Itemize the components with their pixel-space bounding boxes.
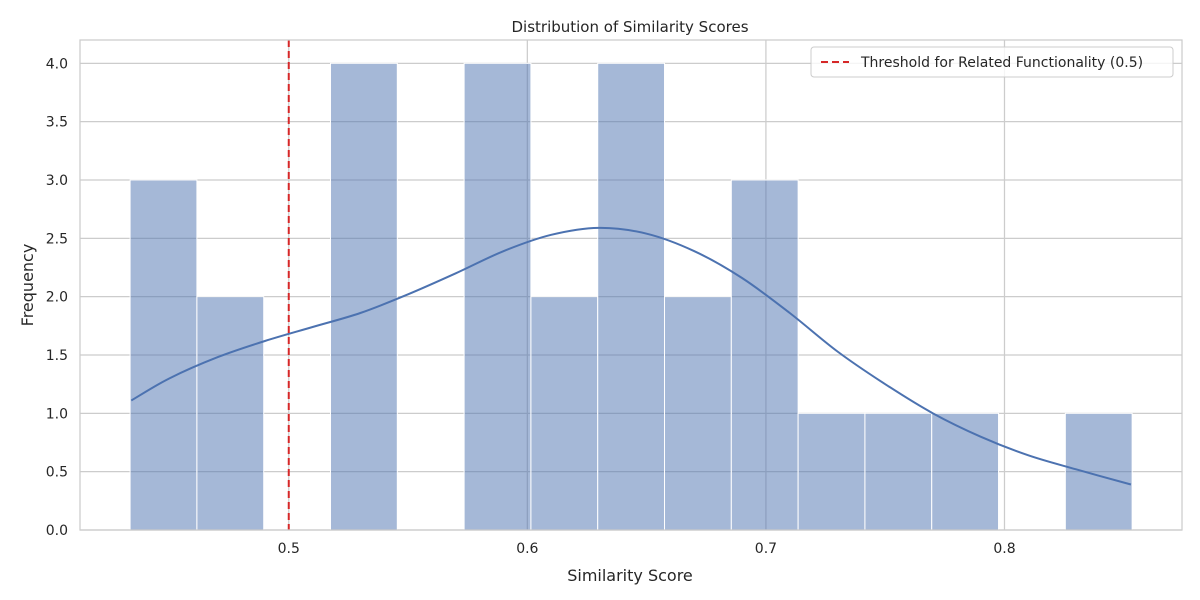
y-tick-label: 1.5 <box>46 348 68 364</box>
histogram-bar <box>196 296 265 531</box>
bars-layer <box>129 62 1133 531</box>
x-tick-label: 0.6 <box>516 541 538 557</box>
x-tick-label: 0.5 <box>278 541 300 557</box>
chart-title: Distribution of Similarity Scores <box>511 18 748 36</box>
plot-frame <box>79 39 1183 531</box>
y-tick-label: 2.0 <box>46 290 68 306</box>
kde-curve <box>130 226 1132 486</box>
y-tick-label: 3.0 <box>46 173 68 189</box>
x-tick-label: 0.8 <box>993 541 1015 557</box>
y-tick-label: 0.5 <box>46 465 68 481</box>
histogram-bar <box>730 179 799 531</box>
y-tick-label: 3.5 <box>46 115 68 131</box>
histogram-bar <box>330 62 398 531</box>
x-tick-label: 0.7 <box>755 541 777 557</box>
y-tick-label: 1.0 <box>46 406 68 422</box>
kde-layer <box>130 226 1132 486</box>
y-tick-label: 4.0 <box>46 56 68 72</box>
y-axis-label: Frequency <box>18 244 37 327</box>
x-tick-labels: 0.5 0.6 0.7 0.8 <box>278 541 1016 557</box>
histogram-bar <box>463 62 532 531</box>
histogram-bar <box>931 412 1000 531</box>
y-tick-labels: 0.0 0.5 1.0 1.5 2.0 2.5 3.0 3.5 4.0 <box>46 56 68 539</box>
legend-box <box>810 46 1174 78</box>
histogram-bar <box>797 412 866 531</box>
y-tick-label: 2.5 <box>46 231 68 247</box>
histogram-bar <box>664 296 732 531</box>
legend: Threshold for Related Functionality (0.5… <box>810 46 1174 78</box>
histogram-bar <box>864 412 933 531</box>
x-axis-label: Similarity Score <box>567 566 693 585</box>
histogram-bar <box>129 179 198 531</box>
legend-threshold-label: Threshold for Related Functionality (0.5… <box>860 55 1143 71</box>
histogram-bar <box>1064 412 1133 531</box>
y-tick-label: 0.0 <box>46 523 68 539</box>
histogram-bar <box>597 62 666 531</box>
histogram-bar <box>530 296 599 531</box>
